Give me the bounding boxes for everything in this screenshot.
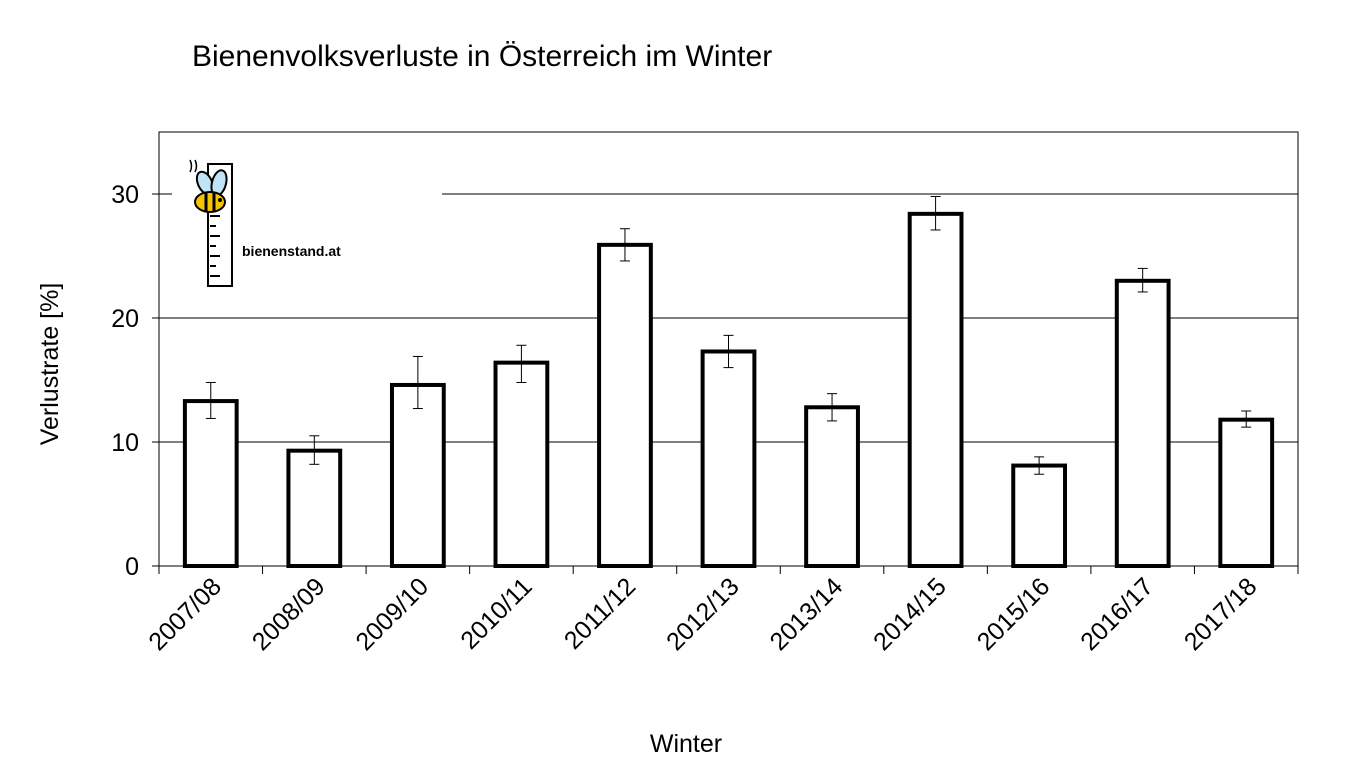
- bar-2011/12: [597, 242, 653, 568]
- y-tick-label: 10: [111, 429, 139, 457]
- x-tick-label: 2012/13: [661, 572, 745, 656]
- bars: [182, 211, 1275, 569]
- bar-2008/09: [286, 448, 343, 568]
- bar-2012/13: [700, 349, 757, 569]
- error-bars: [205, 195, 1252, 475]
- bar-2009/10: [389, 382, 446, 568]
- bar-2010/11: [493, 360, 550, 569]
- y-axis-label: Verlustrate [%]: [36, 283, 64, 446]
- x-tick-label: 2015/16: [972, 572, 1056, 656]
- x-tick-label: 2017/18: [1179, 572, 1263, 656]
- x-axis-label: Winter: [650, 730, 722, 758]
- chart-title: Bienenvolksverluste in Österreich im Win…: [192, 40, 772, 73]
- bar-2007/08: [182, 399, 239, 568]
- x-axis: 2007/08 2008/09 2009/10 2010/11 2011/12 2012/…: [143, 566, 1299, 656]
- logo: bienenstand.at: [172, 150, 442, 300]
- x-tick-label: 2009/10: [350, 572, 434, 656]
- x-tick-label: 2016/17: [1075, 572, 1159, 656]
- bar-2016/17: [1114, 278, 1171, 568]
- x-tick-label: 2008/09: [247, 572, 331, 656]
- x-tick-label: 2014/15: [868, 572, 952, 656]
- bee-icon: [189, 159, 233, 287]
- bar-2013/14: [804, 405, 860, 568]
- x-tick-label: 2007/08: [143, 572, 227, 656]
- logo-text: bienenstand.at: [242, 243, 341, 259]
- bar-2015/16: [1011, 463, 1068, 568]
- y-tick-label: 20: [111, 305, 139, 333]
- bar-2014/15: [907, 211, 964, 568]
- y-axis: 0 10 20 30: [111, 181, 159, 581]
- bar-2017/18: [1218, 417, 1275, 568]
- y-tick-label: 0: [125, 553, 139, 581]
- x-tick-label: 2010/11: [455, 572, 537, 654]
- y-tick-label: 30: [111, 181, 139, 209]
- x-tick-label: 2011/12: [559, 572, 641, 654]
- x-tick-label: 2013/14: [765, 572, 849, 656]
